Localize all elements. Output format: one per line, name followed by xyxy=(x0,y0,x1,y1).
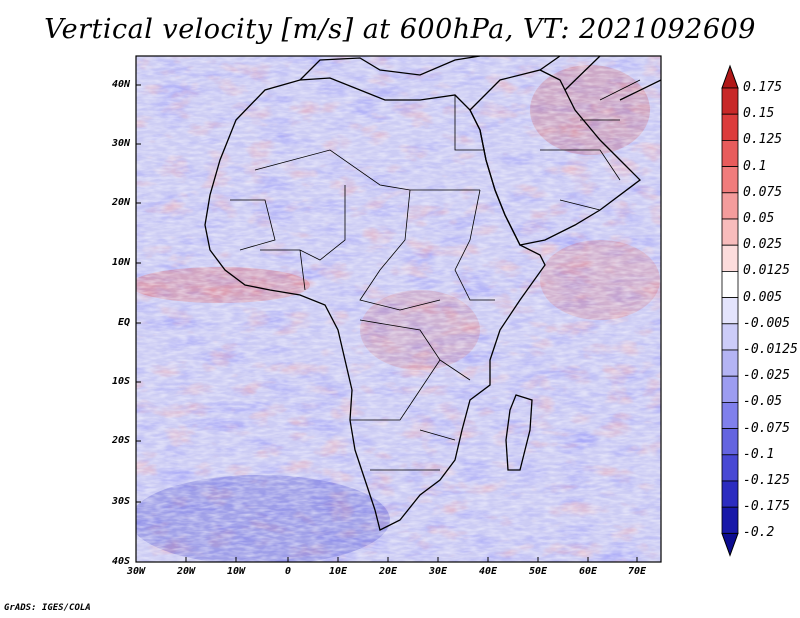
colorbar-label: 0.0125 xyxy=(743,263,790,279)
lon-label: 30W xyxy=(126,566,146,577)
colorbar-segment xyxy=(721,87,739,115)
colorbar-segment xyxy=(721,192,739,220)
colorbar-label: 0.005 xyxy=(743,289,783,305)
colorbar-segment xyxy=(721,270,739,298)
lon-label: 10W xyxy=(226,566,246,577)
lat-label: 40S xyxy=(111,556,130,567)
lat-label: 20N xyxy=(111,197,130,208)
lon-label: 50E xyxy=(528,566,548,577)
colorbar-segment xyxy=(721,139,739,167)
colorbar-label: -0.2 xyxy=(743,525,775,541)
lon-label: 40E xyxy=(478,566,498,577)
lat-label: EQ xyxy=(117,317,130,328)
colorbar-segment xyxy=(721,428,739,456)
colorbar-label: -0.075 xyxy=(743,420,790,436)
lon-label: 0 xyxy=(284,566,292,577)
colorbar-segment xyxy=(721,113,739,141)
country-borders xyxy=(230,79,641,471)
colorbar-label: 0.05 xyxy=(743,211,775,226)
colorbar-max-arrow xyxy=(721,64,739,89)
colorbar-segment xyxy=(721,244,739,272)
lon-label: 60E xyxy=(578,566,598,577)
lon-label: 20W xyxy=(176,566,196,577)
lat-label: 30S xyxy=(111,496,130,507)
colorbar xyxy=(721,64,739,557)
colorbar-label: 0.075 xyxy=(743,184,783,200)
lat-label: 30N xyxy=(111,138,130,149)
credit-text: GrADS: IGES/COLA xyxy=(4,603,91,613)
colorbar-label: 0.025 xyxy=(743,237,783,253)
colorbar-segment xyxy=(721,297,739,325)
chart-title: Vertical velocity [m/s] at 600hPa, VT: 2… xyxy=(44,14,756,45)
colorbar-segment xyxy=(721,454,739,482)
colorbar-min-arrow xyxy=(721,532,739,557)
plot-frame xyxy=(135,55,662,563)
colorbar-segment xyxy=(721,480,739,508)
lat-label: 10N xyxy=(111,257,130,268)
colorbar-segment xyxy=(721,166,739,194)
colorbar-label: -0.005 xyxy=(743,315,790,331)
colorbar-label: 0.175 xyxy=(743,80,783,95)
colorbar-segment xyxy=(721,401,739,429)
colorbar-segment xyxy=(721,375,739,403)
colorbar-label: -0.05 xyxy=(743,394,783,410)
axis-ticks xyxy=(135,84,638,563)
colorbar-label: -0.175 xyxy=(743,499,790,515)
colorbar-label: -0.125 xyxy=(743,473,790,488)
colorbar-label: 0.1 xyxy=(743,158,767,174)
lat-label: 10S xyxy=(111,376,130,387)
colorbar-label: -0.1 xyxy=(743,446,775,462)
colorbar-segment xyxy=(721,349,739,377)
colorbar-label: 0.125 xyxy=(743,132,783,148)
colorbar-segment xyxy=(721,218,739,246)
colorbar-label: -0.0125 xyxy=(743,342,798,357)
lat-label: 40N xyxy=(111,79,130,90)
lon-label: 10E xyxy=(328,566,348,577)
lat-label: 20S xyxy=(111,435,130,446)
velocity-field xyxy=(136,56,661,562)
colorbar-segment xyxy=(721,506,739,534)
lon-label: 20E xyxy=(378,566,398,577)
lon-label: 70E xyxy=(627,566,647,577)
colorbar-segment xyxy=(721,323,739,351)
lon-label: 30E xyxy=(428,566,448,577)
colorbar-label: -0.025 xyxy=(743,368,790,384)
colorbar-label: 0.15 xyxy=(743,106,775,122)
